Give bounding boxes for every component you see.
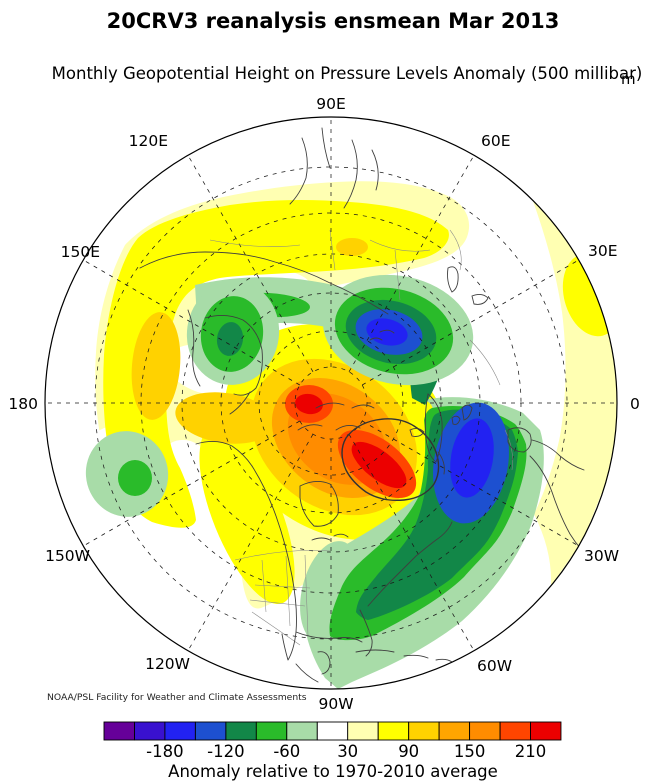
positive-anomaly-60-band	[103, 200, 449, 528]
colorbar-segment	[530, 721, 562, 741]
colorbar-segment	[438, 721, 471, 741]
lon-label-0: 0	[630, 395, 640, 413]
colorbar-tick: 150	[454, 742, 486, 761]
lon-label-60e: 60E	[481, 132, 511, 150]
colorbar-tick: -180	[146, 742, 183, 761]
gold-west-finger	[175, 392, 275, 444]
lon-label-180: 180	[8, 395, 38, 413]
colorbar-tick: 210	[515, 742, 547, 761]
colorbar-tick: 30	[337, 742, 358, 761]
lon-label-60w: 60W	[477, 657, 512, 675]
arctic-islands	[297, 402, 375, 431]
lon-label-120w: 120W	[145, 655, 190, 673]
longitude-labels: 90E 60E 30E 0 30W 60W 90W 120W 150W 180 …	[8, 95, 639, 713]
iceland-coast	[409, 427, 425, 437]
caribbean-islands	[295, 649, 453, 683]
anomaly-fill-contours	[70, 181, 617, 689]
uk-ireland-coast	[451, 404, 473, 425]
colorbar-segment	[225, 721, 257, 741]
okhotsk-negative-90-core	[216, 322, 244, 356]
scandinavia-coast	[424, 393, 445, 475]
lon-label-90e: 90E	[316, 95, 346, 113]
florida-east-coast	[359, 521, 453, 657]
lon-label-90w: 90W	[318, 695, 353, 713]
colorbar-segment	[499, 721, 532, 741]
south-asia-coast	[289, 127, 379, 209]
colorbar-segments	[103, 721, 562, 741]
lon-label-150w: 150W	[45, 547, 90, 565]
pacific-band-90-core	[131, 312, 181, 420]
pacific-negative-60-core	[118, 460, 152, 496]
barents-negative-150-core	[366, 318, 408, 346]
attribution-text: NOAA/PSL Facility for Weather and Climat…	[47, 692, 307, 703]
black-caspian-seas	[447, 266, 489, 305]
colorbar-segment	[103, 721, 135, 741]
svalbard-coast	[369, 329, 395, 341]
siberia-coast	[139, 251, 389, 315]
lon-label-150e: 150E	[61, 243, 100, 261]
colorbar-segment	[194, 721, 227, 741]
lon-label-30e: 30E	[588, 242, 618, 260]
okhotsk-japan-coast	[204, 315, 263, 415]
europe-90-spot	[336, 238, 368, 256]
colorbar-segment	[316, 721, 349, 741]
colorbar-tick: -60	[273, 742, 300, 761]
colorbar-segment	[347, 721, 379, 741]
colorbar-segment	[134, 721, 166, 741]
colorbar-segment	[286, 721, 318, 741]
kamchatka-coast	[187, 309, 201, 387]
colorbar: -180 -120 -60 30 90 150 210 Anomaly rela…	[103, 721, 562, 781]
alaska-coast	[195, 441, 253, 467]
lon-label-30w: 30W	[584, 547, 619, 565]
gulf-coast	[295, 631, 363, 643]
atlantic-negative-150-core	[450, 418, 494, 498]
canada-positive-60-band	[199, 426, 295, 604]
map-boundary-circle	[44, 116, 618, 690]
colorbar-tick-labels: -180 -120 -60 30 90 150 210	[146, 742, 546, 761]
colorbar-segment	[164, 721, 196, 741]
pole-positive-210-core	[295, 393, 323, 415]
colorbar-segment	[377, 721, 410, 741]
page-title: 20CRV3 reanalysis ensmean Mar 2013	[107, 9, 560, 33]
colorbar-segment	[255, 721, 288, 741]
units-label: m	[621, 70, 636, 88]
greenland-coast	[341, 418, 440, 502]
iberia-coast	[507, 427, 532, 453]
great-lakes	[311, 533, 349, 541]
colorbar-tick: -120	[207, 742, 244, 761]
page-subtitle: Monthly Geopotential Height on Pressure …	[52, 64, 643, 83]
greenland-positive-210-core	[351, 441, 407, 489]
lon-label-120e: 120E	[129, 132, 168, 150]
colorbar-caption: Anomaly relative to 1970-2010 average	[168, 762, 498, 781]
coastlines	[139, 127, 593, 683]
graticule	[45, 117, 617, 689]
na-west-coast	[251, 465, 297, 661]
colorbar-tick: 90	[398, 742, 419, 761]
hudson-bay	[299, 481, 339, 527]
country-state-borders	[209, 229, 513, 646]
colorbar-segment	[469, 721, 501, 741]
colorbar-segment	[408, 721, 440, 741]
